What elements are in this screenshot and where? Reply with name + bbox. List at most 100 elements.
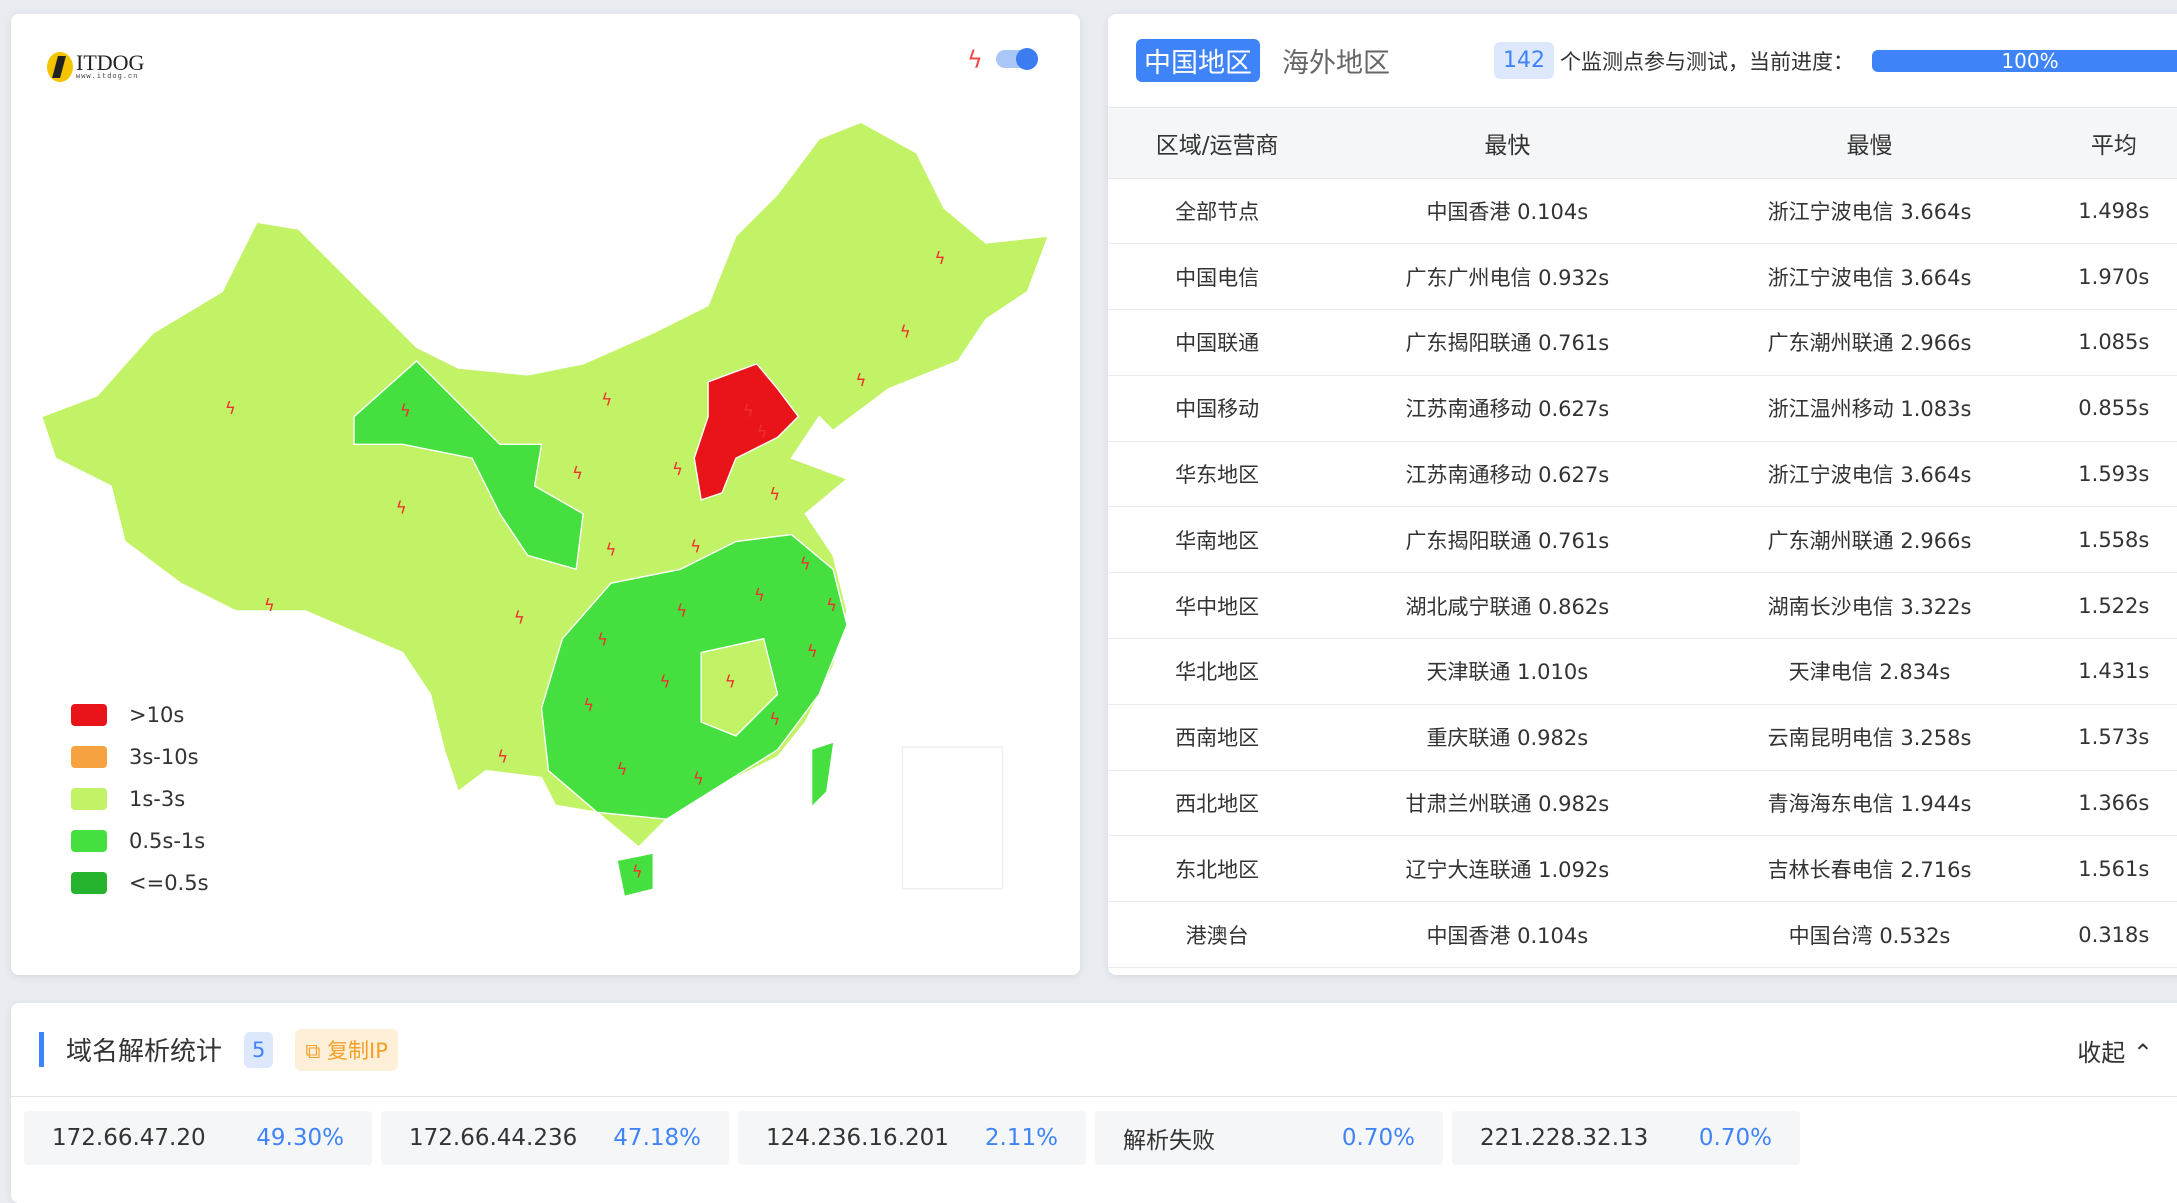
svg-text:ϟ: ϟ <box>597 631 608 650</box>
table-cell: 1.498s <box>2050 178 2177 245</box>
svg-text:ϟ: ϟ <box>264 596 275 615</box>
column-header: 平均 <box>2050 108 2177 179</box>
map-region-taiwan[interactable] <box>812 742 834 806</box>
node-count-badge: 142 <box>1494 42 1554 79</box>
table-row: 西南地区 重庆联通 0.982s 云南昆明电信 3.258s 1.573s <box>1108 704 2177 771</box>
table-cell: 西南地区 <box>1108 704 1327 771</box>
table-cell: 云南昆明电信 3.258s <box>1688 704 2051 771</box>
table-cell: 港澳台 <box>1108 901 1327 969</box>
map-region-hainan[interactable] <box>617 853 653 896</box>
table-cell: 1.593s <box>2050 441 2177 508</box>
dns-stats-title: 域名解析统计 <box>66 1037 223 1067</box>
table-row: 中国移动 江苏南通移动 0.627s 浙江温州移动 1.083s 0.855s <box>1108 375 2177 442</box>
svg-text:ϟ: ϟ <box>754 586 765 605</box>
dns-result-item[interactable]: 解析失败 0.70% <box>1095 1111 1443 1165</box>
map-region-southeast[interactable] <box>540 533 848 820</box>
svg-text:ϟ: ϟ <box>583 696 594 715</box>
svg-text:ϟ: ϟ <box>514 608 525 627</box>
table-cell: 1.561s <box>2050 835 2177 903</box>
table-cell: 西北地区 <box>1108 770 1327 837</box>
svg-text:ϟ: ϟ <box>693 770 704 789</box>
dns-count-badge: 5 <box>244 1031 274 1068</box>
title-accent-bar <box>39 1032 44 1067</box>
svg-text:ϟ: ϟ <box>769 485 780 504</box>
ip-percentage: 2.11% <box>984 1125 1058 1151</box>
dns-result-item[interactable]: 221.228.32.13 0.70% <box>1452 1111 1800 1165</box>
svg-text:ϟ: ϟ <box>660 672 671 691</box>
table-cell: 广东潮州联通 2.966s <box>1688 506 2051 574</box>
table-cell: 华中地区 <box>1108 572 1327 640</box>
table-cell: 华南地区 <box>1108 506 1327 574</box>
table-cell: 浙江宁波电信 3.664s <box>1688 243 2051 311</box>
svg-text:ϟ: ϟ <box>572 464 583 483</box>
table-cell: 天津电信 2.834s <box>1688 638 2051 705</box>
svg-text:ϟ: ϟ <box>672 460 683 479</box>
svg-text:ϟ: ϟ <box>769 710 780 729</box>
dns-result-item[interactable]: 172.66.44.236 47.18% <box>381 1111 729 1165</box>
map-region-northwest[interactable] <box>353 360 584 571</box>
table-cell: 0.855s <box>2050 375 2177 442</box>
table-cell: 0.318s <box>2050 901 2177 969</box>
table-cell: 华东地区 <box>1108 441 1327 508</box>
map-region-hebei[interactable] <box>693 362 800 501</box>
ip-percentage: 49.30% <box>256 1125 344 1151</box>
legend-item: 0.5s-1s <box>71 820 209 862</box>
ip-address: 221.228.32.13 <box>1480 1125 1649 1151</box>
svg-text:ϟ: ϟ <box>616 760 627 779</box>
ip-address: 解析失败 <box>1123 1128 1215 1154</box>
table-cell: 广东潮州联通 2.966s <box>1688 309 2051 376</box>
table-row: 港澳台 中国香港 0.104s 中国台湾 0.532s 0.318s <box>1108 901 2177 969</box>
column-header: 最快 <box>1326 108 1689 179</box>
table-cell: 吉林长春电信 2.716s <box>1688 835 2051 903</box>
table-cell: 天津联通 1.010s <box>1326 638 1689 705</box>
legend-item: <=0.5s <box>71 862 209 904</box>
table-cell: 1.573s <box>2050 704 2177 771</box>
tab-overseas[interactable]: 海外地区 <box>1282 48 1390 79</box>
table-cell: 1.085s <box>2050 309 2177 376</box>
svg-text:ϟ: ϟ <box>676 601 687 620</box>
table-row: 全部节点 中国香港 0.104s 浙江宁波电信 3.664s 1.498s <box>1108 178 2177 245</box>
svg-text:ϟ: ϟ <box>855 371 866 390</box>
table-cell: 1.970s <box>2050 243 2177 311</box>
table-cell: 1.558s <box>2050 506 2177 574</box>
table-cell: 1.522s <box>2050 572 2177 640</box>
dog-logo-icon <box>47 52 73 82</box>
ip-address: 172.66.44.236 <box>409 1125 578 1151</box>
table-cell: 江苏南通移动 0.627s <box>1326 441 1689 508</box>
table-cell: 湖北咸宁联通 0.862s <box>1326 572 1689 640</box>
map-region-jiangxi[interactable] <box>700 637 779 737</box>
progress-bar: 100% <box>1872 49 2177 72</box>
table-cell: 中国香港 0.104s <box>1326 178 1689 245</box>
column-header: 最慢 <box>1688 108 2051 179</box>
table-row: 华东地区 江苏南通移动 0.627s 浙江宁波电信 3.664s 1.593s <box>1108 441 2177 508</box>
svg-text:ϟ: ϟ <box>690 538 701 557</box>
table-cell: 华北地区 <box>1108 638 1327 705</box>
svg-text:ϟ: ϟ <box>497 747 508 766</box>
svg-text:ϟ: ϟ <box>800 554 811 573</box>
table-row: 西北地区 甘肃兰州联通 0.982s 青海海东电信 1.944s 1.366s <box>1108 770 2177 837</box>
table-cell: 辽宁大连联通 1.092s <box>1326 835 1689 903</box>
column-header: 区域/运营商 <box>1108 108 1327 179</box>
collapse-button[interactable]: 收起 ⌃ <box>2077 1039 2153 1067</box>
copy-icon: ⧉ <box>305 1038 328 1063</box>
dns-result-item[interactable]: 124.236.16.201 2.11% <box>738 1111 1086 1165</box>
table-row: 华北地区 天津联通 1.010s 天津电信 2.834s 1.431s <box>1108 638 2177 705</box>
copy-ip-button[interactable]: ⧉ 复制IP <box>295 1028 398 1071</box>
table-cell: 中国联通 <box>1108 309 1327 376</box>
lightning-toggle[interactable] <box>996 48 1038 70</box>
svg-text:ϟ: ϟ <box>934 249 945 268</box>
map-legend: >10s 3s-10s 1s-3s 0.5s-1s <=0.5s <box>71 694 209 904</box>
dns-result-item[interactable]: 172.66.47.20 49.30% <box>24 1111 372 1165</box>
ip-address: 124.236.16.201 <box>766 1125 949 1151</box>
svg-text:ϟ: ϟ <box>400 402 411 421</box>
svg-text:ϟ: ϟ <box>826 596 837 615</box>
ip-percentage: 47.18% <box>613 1125 701 1151</box>
svg-text:ϟ: ϟ <box>632 863 643 882</box>
south-china-sea-inset <box>901 746 1004 890</box>
ip-percentage: 0.70% <box>1698 1125 1772 1151</box>
tab-china[interactable]: 中国地区 <box>1136 39 1260 82</box>
table-cell: 青海海东电信 1.944s <box>1688 770 2051 837</box>
table-cell: 广东广州电信 0.932s <box>1326 243 1689 311</box>
